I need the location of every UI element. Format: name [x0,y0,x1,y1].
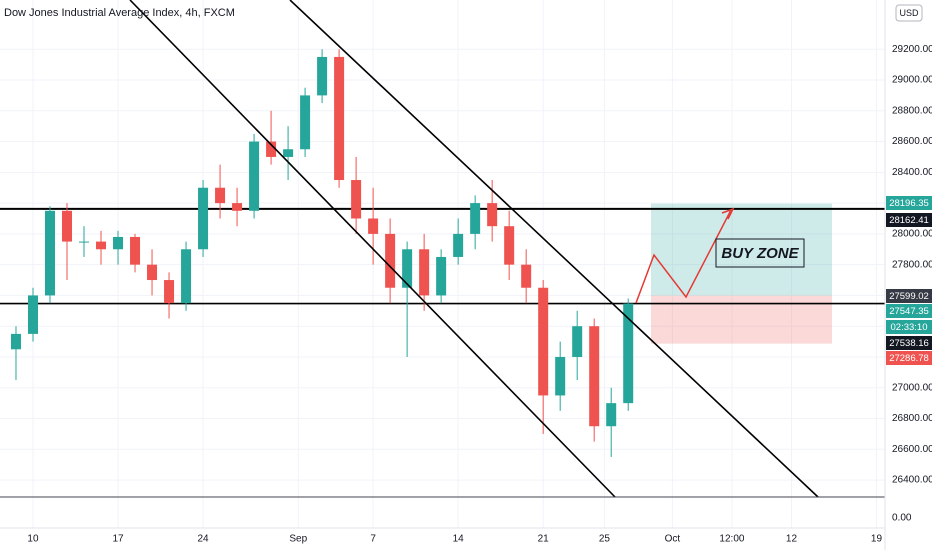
candle-body [283,149,294,157]
candle-body [606,403,617,427]
candle-body [453,233,464,257]
candle-body [385,233,396,288]
candle-body [249,141,260,211]
y-tick-label: 27800.00 [892,259,932,270]
currency[interactable]: USD [899,8,919,18]
x-tick-label: 12 [786,534,798,545]
candle-body [181,249,192,304]
annotation-box [715,238,805,268]
trend-line [129,0,616,498]
price-tag-label: 27538.16 [889,338,929,349]
candle-body [623,303,634,404]
x-tick-label: 10 [27,534,39,545]
x-tick-label: Sep [289,534,307,545]
price-tag [886,289,932,303]
x-tick-label: 7 [370,534,376,545]
axes: 26400.0026600.0026800.0027000.0027200.00… [27,44,932,545]
price-tag [886,213,932,227]
price-tag-label: 27286.78 [889,353,929,364]
candle-body [317,56,328,96]
price-tag [886,304,932,318]
candle-body [368,218,379,234]
price-tag [886,196,932,210]
target-zone [651,203,832,296]
candle-body [300,95,311,150]
x-tick-label: Oct [665,534,681,545]
candle-body [419,249,430,296]
y-tick-label: 28800.00 [892,105,932,116]
candle-body [147,264,158,281]
price-tag-label: 28196.35 [889,198,929,209]
drawings: BUY ZONE [129,0,819,498]
candle-body [130,236,141,265]
candle-body [538,287,549,396]
trend-line [289,0,819,498]
candle-body [10,333,21,350]
y-tick-label: 26400.00 [892,475,932,486]
price-tag-label: 27599.02 [889,291,929,302]
annotation: BUY ZONE [721,245,799,262]
y-tick-label: 29000.00 [892,75,932,86]
price-tag-label: 28162.41 [889,215,929,226]
currency-button[interactable] [895,4,923,22]
x-tick-label: 24 [197,534,209,545]
x-tick-label: 17 [112,534,124,545]
arrow-head [721,207,735,220]
candle-body [504,226,515,265]
candle-body [470,203,481,234]
candle-body [79,241,90,243]
candle-body [113,236,124,250]
candle-body [232,203,243,211]
y-tick-label: 28000.00 [892,229,932,240]
price-tag [886,320,932,334]
candle-body [27,295,38,334]
candle-body [402,249,413,288]
candle-body [521,264,532,288]
x-tick-label: 14 [453,534,465,545]
price-tag [886,336,932,350]
zones [0,203,885,344]
y-tick-label: 27000.00 [892,382,932,393]
price-tag [886,351,932,365]
candle-body [215,187,226,204]
x-tick-label: 12:00 [719,534,744,545]
y-tick-label: 28600.00 [892,136,932,147]
price-tag-label: 27547.35 [889,306,929,317]
price-tag-label: 02:33:10 [891,322,928,333]
candle-body [164,280,175,304]
y-tick-label: 26600.00 [892,444,932,455]
lower-pane-tick-label: 0.00 [892,513,912,524]
candle-body [62,210,73,242]
x-tick-label: 21 [538,534,550,545]
y-tick-label: 29200.00 [892,44,932,55]
candle-body [572,326,583,357]
candles [10,49,634,457]
candle-body [198,187,209,250]
candle-body [436,256,447,296]
candle-body [589,326,600,427]
candle-body [96,241,107,250]
chart-title: Dow Jones Industrial Average Index, 4h, … [4,7,235,19]
candle-body [487,203,498,227]
y-tick-label: 28400.00 [892,167,932,178]
y-tick-label: 26800.00 [892,413,932,424]
candle-body [334,56,345,181]
x-tick-label: 19 [871,534,883,545]
candle-body [555,356,566,396]
x-tick-label: 25 [599,534,611,545]
candle-body [266,141,277,157]
candle-body [351,180,362,219]
candle-body [44,210,55,296]
projection-arrow [635,209,732,304]
